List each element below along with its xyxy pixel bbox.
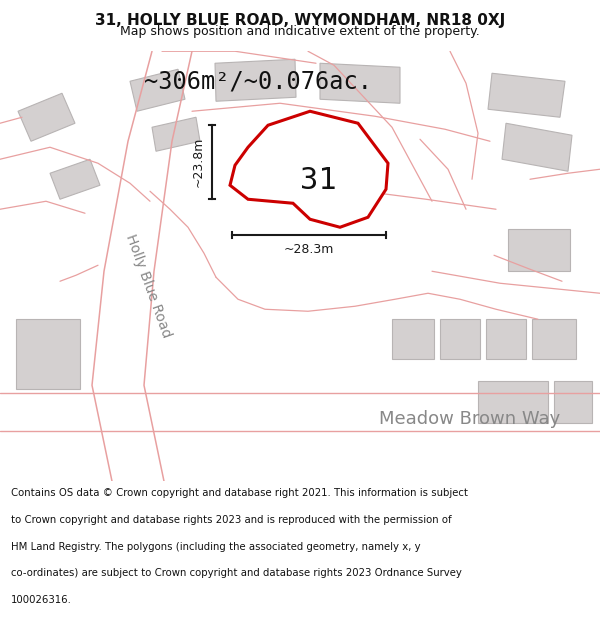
Polygon shape	[486, 319, 526, 359]
Polygon shape	[230, 111, 388, 228]
Polygon shape	[18, 93, 75, 141]
Polygon shape	[532, 319, 576, 359]
Polygon shape	[554, 381, 592, 423]
Text: co-ordinates) are subject to Crown copyright and database rights 2023 Ordnance S: co-ordinates) are subject to Crown copyr…	[11, 568, 461, 578]
Text: to Crown copyright and database rights 2023 and is reproduced with the permissio: to Crown copyright and database rights 2…	[11, 515, 451, 525]
Polygon shape	[152, 118, 200, 151]
Polygon shape	[16, 319, 80, 389]
Text: Meadow Brown Way: Meadow Brown Way	[379, 410, 560, 428]
Polygon shape	[478, 381, 548, 423]
Text: Contains OS data © Crown copyright and database right 2021. This information is : Contains OS data © Crown copyright and d…	[11, 489, 468, 499]
Text: Holly Blue Road: Holly Blue Road	[123, 232, 173, 340]
Text: 100026316.: 100026316.	[11, 595, 71, 605]
Polygon shape	[440, 319, 480, 359]
Text: ~306m²/~0.076ac.: ~306m²/~0.076ac.	[144, 69, 372, 93]
Polygon shape	[502, 123, 572, 171]
Polygon shape	[508, 229, 570, 271]
Text: 31, HOLLY BLUE ROAD, WYMONDHAM, NR18 0XJ: 31, HOLLY BLUE ROAD, WYMONDHAM, NR18 0XJ	[95, 12, 505, 28]
Polygon shape	[320, 63, 400, 103]
Text: Map shows position and indicative extent of the property.: Map shows position and indicative extent…	[120, 26, 480, 39]
Polygon shape	[215, 59, 296, 101]
Polygon shape	[392, 319, 434, 359]
Text: ~23.8m: ~23.8m	[191, 137, 205, 188]
Text: ~28.3m: ~28.3m	[284, 242, 334, 256]
Text: HM Land Registry. The polygons (including the associated geometry, namely x, y: HM Land Registry. The polygons (includin…	[11, 542, 421, 552]
Polygon shape	[488, 73, 565, 118]
Polygon shape	[130, 69, 185, 111]
Polygon shape	[50, 159, 100, 199]
Text: 31: 31	[300, 166, 337, 194]
